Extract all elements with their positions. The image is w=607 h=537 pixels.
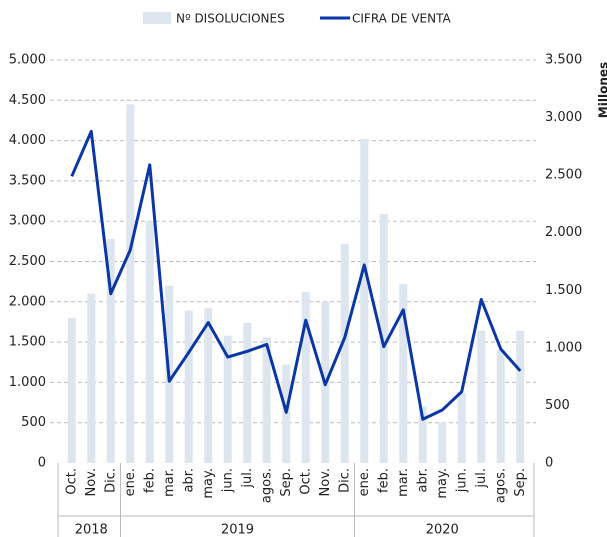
bar (67, 317, 76, 463)
y2-tick-label: 3.000 (545, 110, 582, 125)
bar (223, 335, 232, 463)
bar (379, 213, 388, 463)
x-tick-label: may. (435, 468, 450, 499)
y-tick-label: 4.000 (9, 133, 46, 148)
x-tick-label: jul. (474, 468, 489, 489)
bar (457, 392, 466, 463)
x-tick-label: jul. (240, 468, 255, 489)
bar (262, 337, 271, 463)
x-tick-label: Sep. (513, 468, 528, 497)
bar (184, 310, 193, 463)
y2-tick-label: 2.500 (545, 168, 582, 183)
bar (301, 292, 310, 463)
y2-axis-label: Millones (597, 62, 607, 118)
x-tick-label: abr. (415, 468, 430, 493)
bar (145, 221, 154, 463)
y-tick-label: 5.000 (9, 53, 46, 68)
y-tick-label: 500 (21, 415, 46, 430)
bar (204, 308, 213, 463)
x-tick-label: Dic. (337, 468, 352, 493)
x-tick-label: jun. (454, 468, 469, 493)
bar (438, 422, 447, 463)
x-tick-label: Sep. (279, 468, 294, 497)
x-tick-label: mar. (162, 468, 177, 497)
bar (516, 330, 525, 463)
y-tick-label: 2.500 (9, 254, 46, 269)
y2-tick-label: 1.000 (545, 340, 582, 355)
bar (399, 284, 408, 463)
bar (360, 138, 369, 463)
x-tick-label: ene. (357, 468, 372, 496)
legend-label: CIFRA DE VENTA (352, 12, 451, 26)
x-tick-label: Nov. (318, 468, 333, 497)
y-tick-label: 0 (38, 456, 46, 471)
bar (106, 238, 115, 463)
legend-label: Nº DISOLUCIONES (176, 12, 285, 26)
bar (243, 322, 252, 463)
x-tick-label: Oct. (64, 468, 79, 495)
y2-tick-label: 500 (545, 398, 570, 413)
x-tick-label: feb. (376, 468, 391, 493)
x-tick-label: Oct. (298, 468, 313, 495)
bar (477, 330, 486, 463)
bar (340, 243, 349, 463)
x-tick-label: Nov. (84, 468, 99, 497)
bar (496, 350, 505, 463)
x-tick-label: jun. (220, 468, 235, 493)
x-tick-label: may. (201, 468, 216, 499)
y-tick-label: 3.000 (9, 214, 46, 229)
x-tick-label: ene. (123, 468, 138, 496)
y-tick-label: 2.000 (9, 294, 46, 309)
x-tick-label: Dic. (103, 468, 118, 493)
y2-tick-label: 0 (545, 456, 553, 471)
y-tick-label: 3.500 (9, 173, 46, 188)
group-label: 2020 (426, 523, 459, 537)
bar (418, 406, 427, 463)
bar (126, 104, 135, 463)
group-label: 2019 (221, 523, 254, 537)
line (70, 129, 522, 421)
x-tick-label: abr. (181, 468, 196, 493)
y-tick-label: 1.000 (9, 375, 46, 390)
x-tick-label: agos. (259, 468, 274, 503)
y2-tick-label: 3.500 (545, 53, 582, 68)
x-tick-label: feb. (142, 468, 157, 493)
x-tick-label: agos. (493, 468, 508, 503)
group-label: 2018 (75, 523, 108, 537)
legend-swatch (143, 12, 171, 24)
y-tick-label: 4.500 (9, 93, 46, 108)
y-tick-label: 1.500 (9, 335, 46, 350)
x-tick-label: mar. (396, 468, 411, 497)
y2-tick-label: 2.000 (545, 225, 582, 240)
y2-tick-label: 1.500 (545, 283, 582, 298)
bar (87, 293, 96, 463)
